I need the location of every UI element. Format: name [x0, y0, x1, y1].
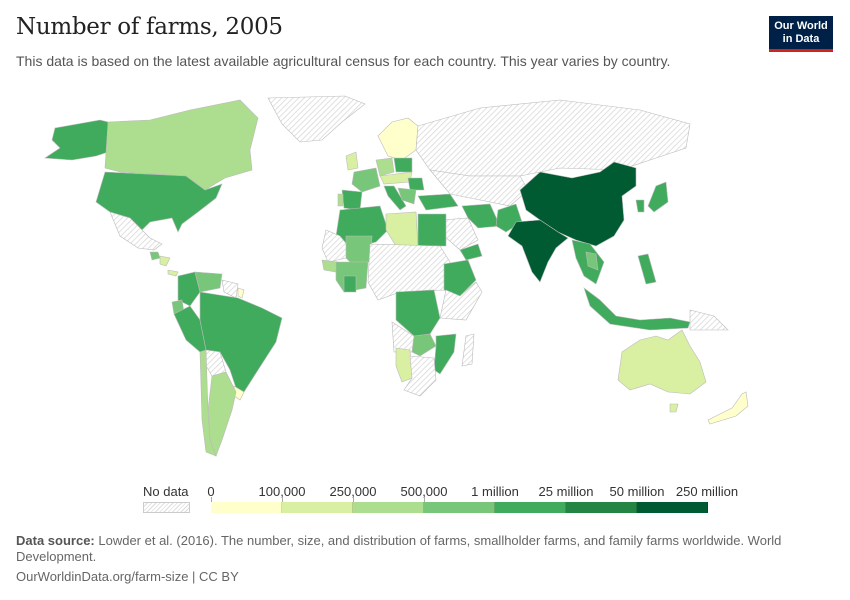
legend-color-bar: [211, 502, 708, 513]
region-southern-africa-nodata[interactable]: [403, 355, 437, 397]
region-zambia[interactable]: [411, 333, 437, 357]
region-png[interactable]: [689, 309, 729, 331]
legend-tick-label: 50 million: [609, 484, 665, 499]
region-poland[interactable]: [393, 157, 413, 173]
region-guatemala[interactable]: [149, 251, 161, 261]
chart-subtitle: This data is based on the latest availab…: [16, 53, 671, 69]
legend-tick-label: 1 million: [471, 484, 519, 499]
region-india[interactable]: [507, 219, 569, 283]
region-yemen[interactable]: [459, 243, 483, 261]
region-kazakhstan-central-asia[interactable]: [429, 169, 529, 207]
legend-tick-label: 25 million: [538, 484, 594, 499]
legend-tick-label: 250,000: [329, 484, 377, 499]
legend-tick-label: 250 million: [675, 484, 739, 499]
legend-bin-1m-25m[interactable]: [495, 502, 566, 513]
region-thailand[interactable]: [585, 251, 599, 271]
logo-line-1: Our World: [774, 20, 828, 32]
legend-bin-50m-250m[interactable]: [637, 502, 708, 513]
source-url-link[interactable]: OurWorldinData.org/farm-size | CC BY: [16, 569, 239, 584]
region-russia[interactable]: [415, 99, 691, 177]
region-turkey[interactable]: [417, 193, 459, 211]
legend-bin-0-100k[interactable]: [211, 502, 282, 513]
region-ethiopia[interactable]: [443, 259, 477, 297]
region-iran[interactable]: [461, 203, 501, 229]
region-italy[interactable]: [383, 185, 407, 211]
chart-title: Number of farms, 2005: [16, 14, 283, 40]
legend-bin-250k-500k[interactable]: [353, 502, 424, 513]
region-canada[interactable]: [104, 99, 259, 191]
legend-tick: [353, 497, 354, 502]
legend-bin-25m-50m[interactable]: [566, 502, 637, 513]
world-map[interactable]: [0, 90, 850, 470]
region-senegal[interactable]: [321, 259, 339, 273]
region-balkans[interactable]: [397, 187, 417, 205]
region-guianas[interactable]: [221, 279, 239, 299]
legend-tick: [211, 497, 212, 502]
region-argentina[interactable]: [207, 371, 237, 457]
region-australia[interactable]: [617, 329, 707, 395]
region-madagascar[interactable]: [461, 333, 475, 367]
legend-bin-500k-1m[interactable]: [424, 502, 495, 513]
region-uk[interactable]: [345, 151, 359, 171]
region-alaska[interactable]: [44, 119, 109, 161]
region-greenland[interactable]: [267, 95, 366, 143]
legend-tick-label: 500,000: [400, 484, 448, 499]
region-mali[interactable]: [345, 235, 373, 263]
region-mozambique[interactable]: [433, 333, 457, 375]
region-japan[interactable]: [647, 181, 669, 213]
region-new-zealand[interactable]: [707, 391, 749, 425]
logo-line-2: in Data: [782, 33, 820, 45]
region-france[interactable]: [351, 167, 381, 193]
data-source-note: Data source: Lowder et al. (2016). The n…: [16, 533, 816, 565]
legend-tick-label: 100,000: [258, 484, 306, 499]
region-libya[interactable]: [385, 211, 419, 249]
data-source-label: Data source:: [16, 533, 95, 548]
data-source-text: Lowder et al. (2016). The number, size, …: [16, 533, 782, 564]
region-colombia[interactable]: [177, 271, 201, 307]
map-legend: No data 0 100,000 250,000 500,000 1 mill…: [0, 480, 850, 520]
region-tasmania[interactable]: [669, 403, 679, 413]
legend-tick-label: 0: [207, 484, 215, 499]
region-korea[interactable]: [635, 199, 645, 213]
legend-tick: [424, 497, 425, 502]
region-romania[interactable]: [407, 177, 425, 191]
region-french-guiana[interactable]: [237, 287, 245, 299]
region-spain[interactable]: [341, 189, 363, 211]
region-panama[interactable]: [167, 269, 179, 277]
region-namibia[interactable]: [395, 347, 413, 383]
region-venezuela[interactable]: [194, 271, 223, 293]
legend-bin-100k-250k[interactable]: [282, 502, 353, 513]
owid-logo[interactable]: Our World in Data: [769, 16, 833, 52]
region-philippines[interactable]: [637, 253, 657, 285]
legend-no-data-swatch[interactable]: [143, 502, 190, 513]
region-nicaragua[interactable]: [159, 255, 171, 267]
legend-tick: [282, 497, 283, 502]
region-ivory-coast[interactable]: [343, 275, 357, 293]
region-mexico[interactable]: [109, 211, 163, 251]
legend-no-data-label: No data: [143, 484, 189, 499]
region-norway-sweden-finland[interactable]: [377, 117, 419, 161]
region-egypt[interactable]: [417, 213, 447, 247]
region-indonesia[interactable]: [583, 287, 691, 331]
region-portugal[interactable]: [337, 193, 344, 207]
region-chile[interactable]: [199, 349, 217, 457]
region-germany[interactable]: [375, 157, 395, 177]
